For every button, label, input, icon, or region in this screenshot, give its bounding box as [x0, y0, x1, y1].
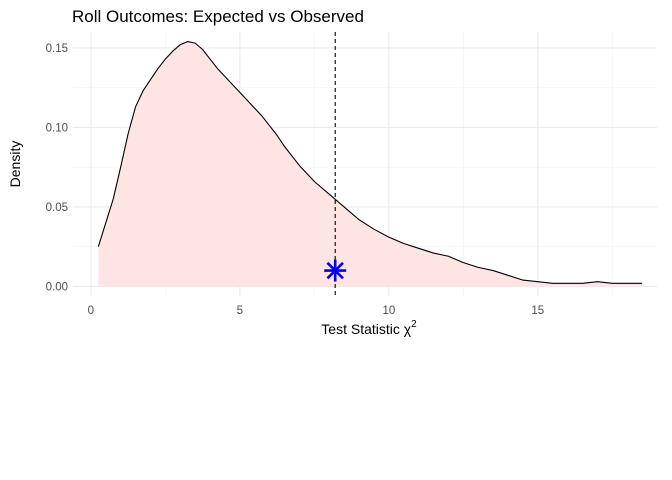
x-tick-labels: 0 5 10 15	[88, 305, 545, 317]
y-tick-labels: 0.00 0.05 0.10 0.15	[46, 43, 68, 294]
y-tick-label: 0.05	[46, 202, 68, 214]
x-tick-label: 15	[531, 305, 544, 317]
x-axis-title: Test Statistic χ2	[321, 319, 417, 337]
density-curve	[97, 40, 643, 284]
y-axis-title: Density	[7, 141, 23, 188]
y-tick-label: 0.00	[46, 281, 68, 293]
density-fill	[98, 41, 643, 287]
x-axis-title-text: Test Statistic χ	[321, 321, 411, 337]
x-tick-label: 5	[237, 305, 243, 317]
x-tick-label: 10	[382, 305, 395, 317]
chart-title: Roll Outcomes: Expected vs Observed	[72, 7, 364, 26]
x-axis-title-superscript: 2	[411, 319, 417, 330]
observed-point	[324, 259, 347, 282]
density-area	[97, 40, 643, 287]
x-tick-label: 0	[88, 305, 94, 317]
y-tick-label: 0.15	[46, 43, 68, 55]
y-tick-label: 0.10	[46, 122, 68, 134]
asterisk-stroke	[326, 261, 344, 280]
